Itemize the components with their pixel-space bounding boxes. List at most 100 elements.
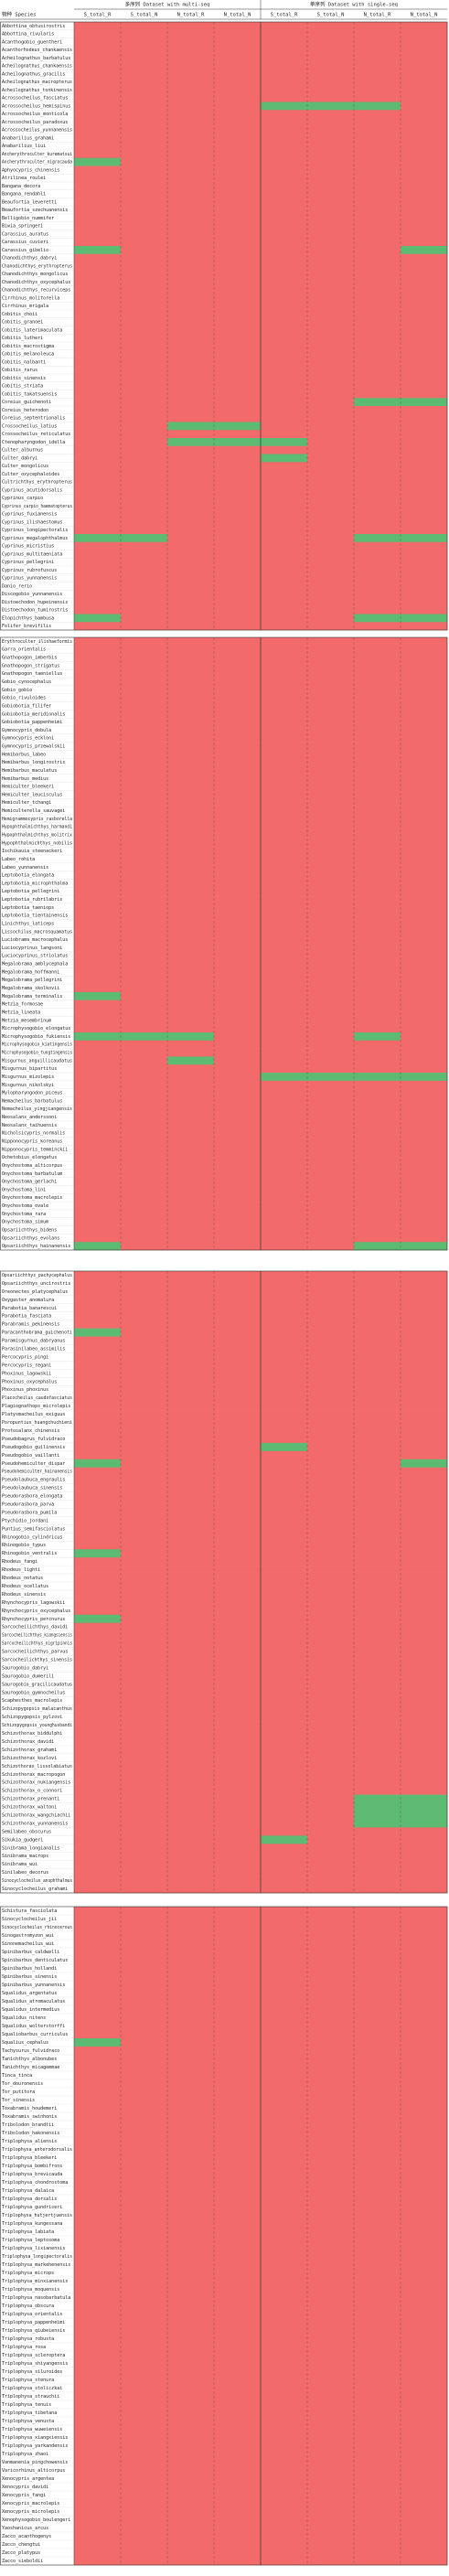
cell	[214, 1128, 262, 1138]
cell	[214, 2269, 262, 2278]
cell	[121, 855, 168, 864]
cell	[74, 2228, 122, 2237]
cell	[214, 157, 262, 166]
cell	[74, 1450, 122, 1460]
cell	[261, 862, 308, 871]
cell	[214, 2014, 262, 2023]
cell	[354, 1113, 401, 1122]
cell	[261, 2162, 308, 2171]
cell	[121, 1852, 168, 1861]
cell	[261, 238, 308, 247]
cell	[214, 2293, 262, 2303]
cell	[401, 1145, 448, 1154]
cell	[354, 2063, 401, 2072]
cell	[354, 326, 401, 335]
cell	[354, 430, 401, 439]
cell	[401, 2145, 448, 2154]
cell	[261, 1606, 308, 1616]
species-name: Pseudobagrus_fulvidraco	[2, 1437, 65, 1442]
cell	[354, 22, 401, 31]
cell	[167, 342, 215, 351]
cell	[74, 93, 122, 102]
cell	[121, 959, 168, 968]
cell	[121, 189, 168, 198]
cell	[167, 2499, 215, 2508]
species-name: Linichthys_laticeps	[2, 921, 54, 926]
cell	[121, 2359, 168, 2368]
cell	[354, 710, 401, 719]
cell	[261, 1225, 308, 1235]
cell	[307, 1566, 355, 1575]
cell	[354, 2557, 401, 2566]
cell	[261, 637, 308, 647]
cell	[307, 976, 355, 985]
cell	[401, 807, 448, 816]
cell	[401, 102, 448, 111]
cell	[167, 1080, 215, 1089]
cell	[121, 221, 168, 230]
cell	[214, 2285, 262, 2294]
cell	[261, 2351, 308, 2360]
cell	[167, 678, 215, 687]
species-name: Onychostoma_simum	[2, 1220, 48, 1225]
species-name: Cyprinus_longipectoralis	[2, 528, 68, 533]
cell	[74, 2244, 122, 2253]
species-name: Triplophysa_anterodorsalis	[2, 2147, 72, 2153]
cell	[214, 2557, 262, 2566]
species-name: Cobitis_lutheri	[2, 336, 43, 341]
cell	[354, 54, 401, 63]
cell	[167, 1915, 215, 1924]
cell	[121, 830, 168, 839]
cell	[401, 2326, 448, 2336]
cell	[307, 61, 355, 70]
cell	[401, 1769, 448, 1780]
cell	[307, 2442, 355, 2451]
cell	[401, 1915, 448, 1924]
cell	[167, 2351, 215, 2360]
cell	[261, 1024, 308, 1033]
cell	[261, 2055, 308, 2064]
cell	[354, 2376, 401, 2385]
cell	[261, 470, 308, 479]
cell	[167, 1574, 215, 1583]
cell	[74, 1923, 122, 1932]
cell	[121, 69, 168, 79]
cell	[121, 54, 168, 63]
cell	[167, 374, 215, 383]
cell	[261, 1271, 308, 1280]
cell	[74, 253, 122, 262]
cell	[401, 1852, 448, 1861]
cell	[74, 1056, 122, 1065]
cell	[307, 2195, 355, 2204]
cell	[121, 1721, 168, 1730]
cell	[121, 798, 168, 807]
cell	[307, 1008, 355, 1017]
cell	[261, 477, 308, 486]
cell	[354, 999, 401, 1009]
species-name: Hemibarbus_longirostris	[2, 760, 65, 765]
cell	[121, 1574, 168, 1583]
cell	[167, 1647, 215, 1656]
cell	[401, 2376, 448, 2385]
cell	[121, 1972, 168, 1982]
cell	[74, 855, 122, 864]
cell	[261, 189, 308, 198]
cell	[307, 1056, 355, 1065]
cell	[307, 2038, 355, 2047]
cell	[167, 685, 215, 695]
cell	[121, 2524, 168, 2533]
species-name: Paramisgurnus_dabryanus	[2, 1339, 65, 1344]
group-title: 单序列 Dataset with single-seq	[310, 1, 398, 8]
cell	[261, 733, 308, 743]
cell	[401, 622, 448, 631]
species-name: Elopichthys_bambusa	[2, 615, 54, 621]
cell	[167, 1981, 215, 1990]
cell	[121, 1467, 168, 1476]
cell	[401, 2137, 448, 2146]
cell	[121, 1647, 168, 1656]
cell	[354, 406, 401, 415]
cell	[214, 1145, 262, 1154]
cell	[354, 366, 401, 375]
cell	[401, 1533, 448, 1542]
cell	[307, 750, 355, 759]
